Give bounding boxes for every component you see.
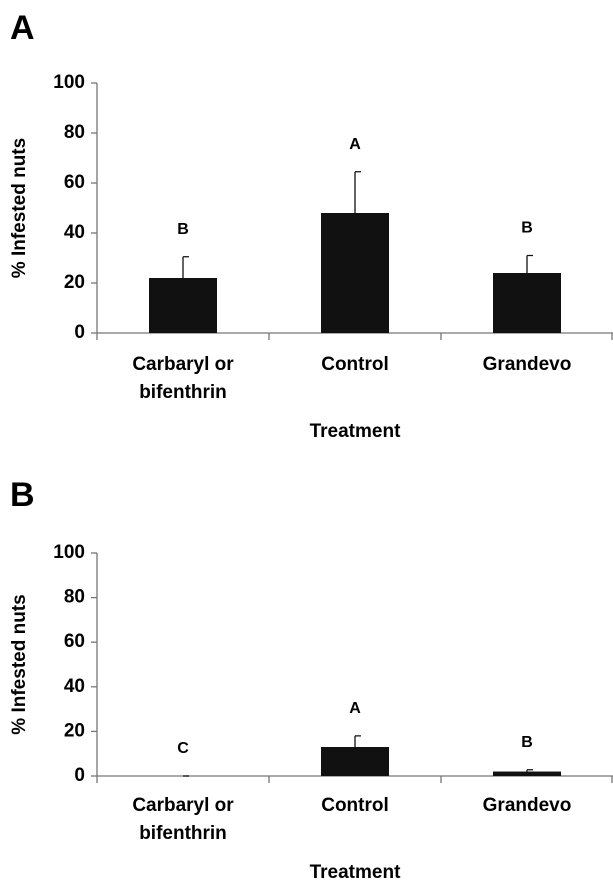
y-axis-title: % Infested nuts	[9, 594, 30, 734]
x-axis-title: Treatment	[310, 421, 401, 442]
panel-label: A	[10, 9, 35, 47]
bar	[493, 273, 561, 333]
bar	[149, 278, 217, 333]
y-axis-title: % Infested nuts	[9, 138, 30, 278]
significance-letter: C	[177, 740, 189, 757]
y-tick-label: 100	[53, 72, 85, 93]
bar	[321, 213, 389, 333]
y-tick-label: 20	[64, 720, 85, 741]
significance-letter: B	[177, 221, 189, 238]
bar	[321, 747, 389, 776]
error-bar	[354, 171, 361, 213]
significance-letter: A	[349, 700, 361, 717]
error-bar	[354, 735, 361, 748]
x-tick-label: Grandevo	[483, 795, 572, 816]
x-tick-label: Control	[321, 795, 389, 816]
y-tick-label: 80	[64, 587, 85, 608]
x-tick-label: Carbaryl or bifenthrin	[132, 354, 234, 403]
error-bar	[526, 769, 533, 772]
bar	[493, 771, 561, 776]
y-tick-label: 80	[64, 122, 85, 143]
y-tick-label: 100	[53, 542, 85, 563]
x-axis-title: Treatment	[310, 862, 401, 883]
y-tick-label: 40	[64, 222, 85, 243]
y-tick-label: 40	[64, 676, 85, 697]
x-tick-label: Carbaryl or bifenthrin	[132, 795, 234, 844]
significance-letter: B	[521, 220, 533, 237]
x-tick-label: Grandevo	[483, 354, 572, 375]
y-tick-label: 60	[64, 172, 85, 193]
significance-letter: B	[521, 734, 533, 751]
y-tick-label: 0	[74, 322, 85, 343]
y-tick-label: 60	[64, 631, 85, 652]
panel-label: B	[10, 476, 35, 514]
error-bar	[526, 254, 533, 273]
error-bar	[182, 256, 189, 278]
significance-letter: A	[349, 136, 361, 153]
x-tick-label: Control	[321, 354, 389, 375]
y-tick-label: 0	[74, 765, 85, 786]
y-tick-label: 20	[64, 272, 85, 293]
